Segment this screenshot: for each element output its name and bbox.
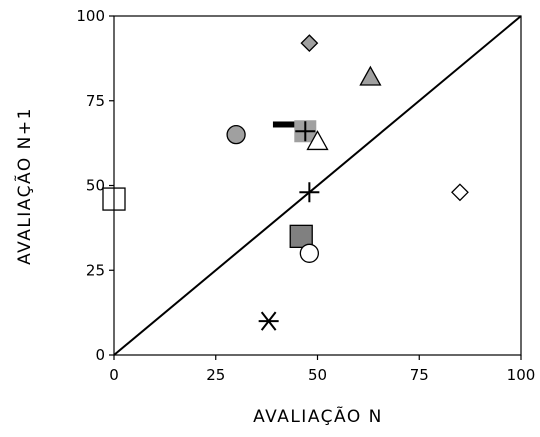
reference-line: [113, 15, 522, 356]
point-plus: [295, 121, 316, 142]
point-plus: [299, 182, 320, 203]
y-tick-label: 50: [86, 177, 105, 195]
y-axis-title: AVALIAÇÃO N+1: [13, 107, 35, 265]
point-triangle: [359, 65, 382, 86]
chart-marks: [102, 15, 522, 356]
x-tick-label: 100: [507, 366, 536, 384]
y-tick-label: 100: [76, 7, 105, 25]
point-dash: [272, 121, 297, 128]
point-circle: [226, 124, 246, 145]
point-circle: [299, 243, 320, 263]
point-asterisk: [258, 311, 279, 331]
point-square: [289, 224, 313, 249]
x-axis-title: AVALIAÇÃO N: [253, 405, 383, 427]
point-diamond: [300, 34, 319, 53]
x-tick-label: 75: [410, 366, 429, 384]
point-triangle: [306, 130, 329, 151]
y-tick-label: 0: [95, 346, 105, 364]
x-tick-label: 50: [308, 366, 327, 384]
point-diamond: [451, 183, 469, 202]
y-tick-label: 25: [86, 261, 105, 279]
x-tick-label: 25: [206, 366, 225, 384]
x-tick-label: 0: [109, 366, 119, 384]
chart-axes: 0 25 50 75 100 0 25 50 75 100: [76, 7, 535, 384]
y-tick-label: 75: [86, 92, 105, 110]
